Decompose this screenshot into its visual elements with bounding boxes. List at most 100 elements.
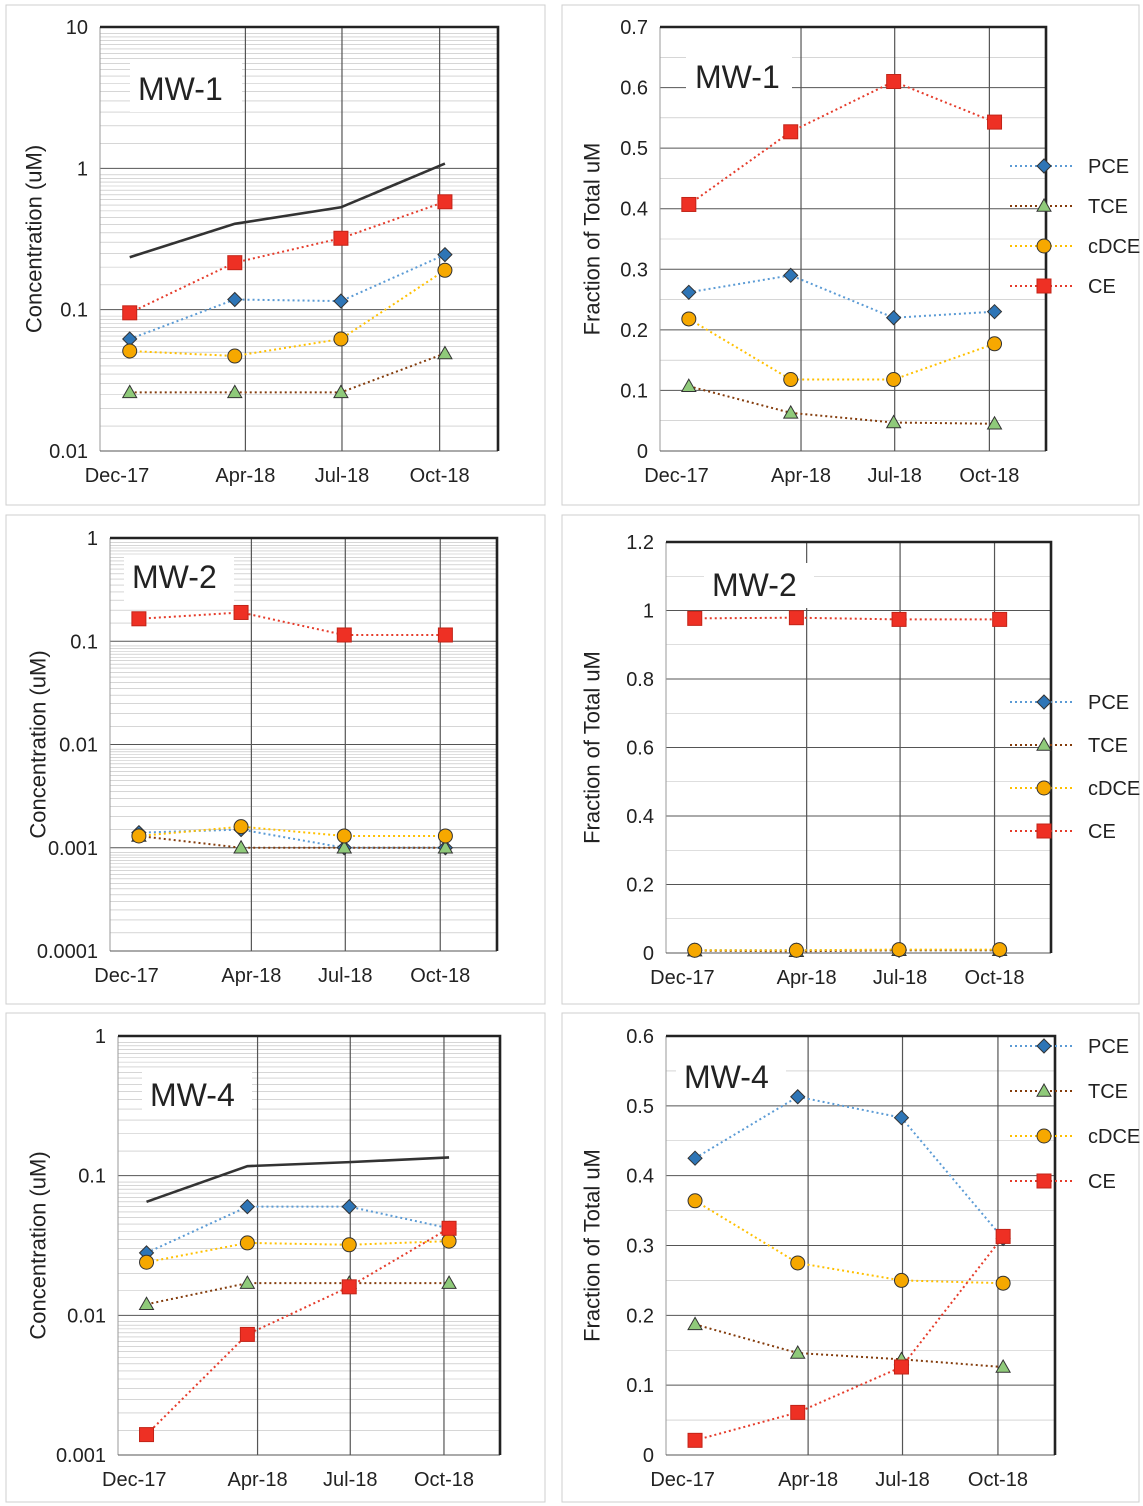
legend-marker-pce [1036, 694, 1052, 710]
chart-mw4-conc: 0.001 0.01 0.1 1 Dec-17 Apr-18 Jul-18 Oct-18 Con… [5, 1012, 546, 1503]
data-point-ce [687, 610, 703, 626]
y-tick-label: 1 [95, 1026, 106, 1048]
data-point-ce [687, 1432, 703, 1448]
data-point-ce [987, 114, 1003, 130]
data-point-pce [790, 1089, 806, 1105]
legend-marker-pce [1036, 158, 1052, 174]
data-point-ce [783, 124, 799, 140]
legend-marker-tce [1036, 1082, 1052, 1097]
title-background [686, 55, 792, 100]
legend-marker-cdce [1036, 238, 1052, 254]
legend-marker-tce [1036, 736, 1052, 751]
y-tick-label: 0.6 [620, 78, 648, 100]
y-tick-label: 1 [87, 528, 98, 550]
legend-label: TCE [1088, 196, 1128, 218]
y-tick-label: 0.2 [626, 1305, 654, 1327]
title-background [676, 1055, 786, 1099]
y-tick-label: 0 [637, 441, 648, 463]
series-line-ce [145, 1227, 450, 1436]
data-point-ce [790, 1404, 806, 1420]
data-point-cdce [333, 331, 349, 347]
data-point-cdce [687, 1193, 703, 1209]
legend-label: cDCE [1088, 778, 1140, 800]
chart-title: MW-4 [150, 1077, 235, 1113]
data-point-cdce [891, 942, 907, 958]
legend-label: PCE [1088, 1036, 1129, 1058]
y-tick-label: 0.01 [49, 441, 88, 463]
plot-top-right-border [666, 540, 1053, 953]
data-point-ce [131, 611, 147, 627]
x-tick-label: Oct-18 [959, 465, 1019, 487]
data-point-tce [986, 415, 1003, 430]
x-tick-label: Dec-17 [650, 1469, 714, 1491]
data-point-cdce [790, 1255, 806, 1271]
series-line-tce [146, 1282, 450, 1306]
data-point-pce [239, 1198, 256, 1215]
legend: PCE TCE cDCE CE [1010, 1036, 1140, 1193]
series-line-total [129, 162, 446, 259]
data-point-pce [986, 303, 1003, 320]
data-point-ce [992, 611, 1008, 627]
data-point-tce [441, 1275, 457, 1289]
x-tick-label: Apr-18 [771, 465, 831, 487]
y-tick-label: 0.2 [620, 320, 648, 342]
data-point-ce [441, 1220, 457, 1236]
y-tick-label: 0.4 [626, 806, 654, 828]
data-point-tce [138, 1296, 155, 1311]
data-point-ce [995, 1228, 1011, 1244]
x-tick-label: Jul-18 [318, 965, 372, 987]
series-group [686, 610, 1008, 958]
plot-top-right-border [660, 25, 1048, 451]
series-group [680, 74, 1003, 430]
legend-marker-ce [1036, 278, 1052, 294]
chart-mw2-frac: 0 0.2 0.4 0.6 0.8 1 1.2 Dec-17 Apr-18 Jul-18 Oct-1… [561, 514, 1140, 1005]
data-point-ce [893, 1359, 909, 1375]
plot-top-right-border [118, 1034, 502, 1455]
y-tick-label: 0.001 [56, 1445, 106, 1467]
y-tick-label: 0.1 [60, 300, 88, 322]
chart-mw1-frac: 0 0.1 0.2 0.3 0.4 0.5 0.6 0.7 Dec-17 Apr-18 Jul-18… [561, 4, 1140, 506]
x-tick-label: Dec-17 [644, 465, 708, 487]
y-axis-label: Concentration (uM) [26, 650, 51, 838]
data-point-cdce [437, 828, 453, 844]
x-tick-label: Dec-17 [102, 1469, 166, 1491]
series-line-cdce [129, 269, 446, 358]
legend-label: CE [1088, 821, 1116, 843]
data-point-cdce [131, 828, 147, 844]
y-tick-label: 0 [643, 943, 654, 965]
x-tick-label: Apr-18 [221, 965, 281, 987]
title-background [124, 555, 234, 601]
y-tick-label: 0.01 [59, 735, 98, 757]
data-point-ce [891, 611, 907, 627]
y-tick-label: 10 [66, 17, 88, 39]
legend-marker-ce [1036, 823, 1052, 839]
y-tick-label: 0 [643, 1445, 654, 1467]
series-group [121, 162, 453, 399]
legend-marker-pce [1036, 1038, 1052, 1054]
x-tick-label: Jul-18 [323, 1469, 377, 1491]
chart-title: MW-1 [695, 59, 780, 95]
data-point-ce [233, 604, 249, 620]
data-point-tce [680, 378, 697, 392]
legend-label: CE [1088, 276, 1116, 298]
x-tick-label: Oct-18 [965, 967, 1025, 989]
data-point-pce [783, 267, 799, 284]
y-tick-label: 0.1 [626, 1375, 654, 1397]
x-tick-label: Oct-18 [968, 1469, 1028, 1491]
series-line-tce [694, 1323, 1004, 1369]
series-line-cdce [688, 318, 995, 381]
title-background [704, 563, 814, 608]
y-tick-label: 0.0001 [37, 941, 98, 963]
title-background [142, 1072, 252, 1118]
legend-label: PCE [1088, 156, 1129, 178]
y-tick-label: 0.1 [78, 1166, 106, 1188]
y-tick-label: 0.4 [626, 1166, 654, 1188]
data-point-tce [437, 345, 453, 360]
data-point-tce [226, 384, 243, 399]
data-point-cdce [893, 1272, 909, 1288]
y-tick-label: 1.2 [626, 532, 654, 554]
legend-label: TCE [1088, 735, 1128, 757]
series-line-ce [694, 616, 1000, 621]
series-line-pce [688, 274, 995, 319]
data-point-cdce [441, 1233, 457, 1249]
